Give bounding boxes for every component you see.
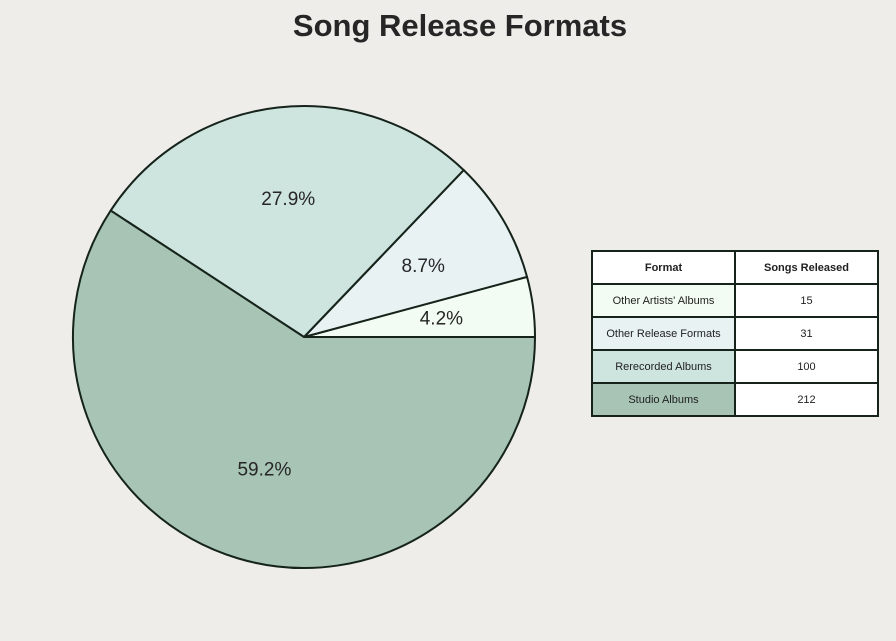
table-cell-songs: 15	[734, 283, 879, 318]
table-header-songs: Songs Released	[734, 250, 879, 285]
pie-slice-2	[109, 105, 465, 338]
pie-pct-label-1: 8.7%	[402, 256, 445, 277]
pie-slice-3	[72, 209, 536, 569]
pie-pct-label-2: 27.9%	[261, 189, 315, 210]
table-cell-songs: 100	[734, 349, 879, 384]
table-cell-songs: 31	[734, 316, 879, 351]
table-header-format: Format	[591, 250, 736, 285]
table-cell-format: Other Release Formats	[591, 316, 736, 351]
data-table: Format Songs Released Other Artists' Alb…	[591, 250, 879, 417]
table-cell-format: Studio Albums	[591, 382, 736, 417]
table-row: Rerecorded Albums 100	[591, 349, 879, 384]
table-row: Studio Albums 212	[591, 382, 879, 417]
table-cell-format: Other Artists' Albums	[591, 283, 736, 318]
chart-title: Song Release Formats	[292, 8, 628, 43]
table-row: Other Release Formats 31	[591, 316, 879, 351]
pie-slice-1	[303, 169, 529, 338]
table-row: Other Artists' Albums 15	[591, 283, 879, 318]
table-cell-songs: 212	[734, 382, 879, 417]
table-header-row: Format Songs Released	[591, 250, 879, 285]
pie-pct-label-3: 59.2%	[237, 459, 291, 480]
table-cell-format: Rerecorded Albums	[591, 349, 736, 384]
pie-pct-label-0: 4.2%	[420, 308, 463, 329]
